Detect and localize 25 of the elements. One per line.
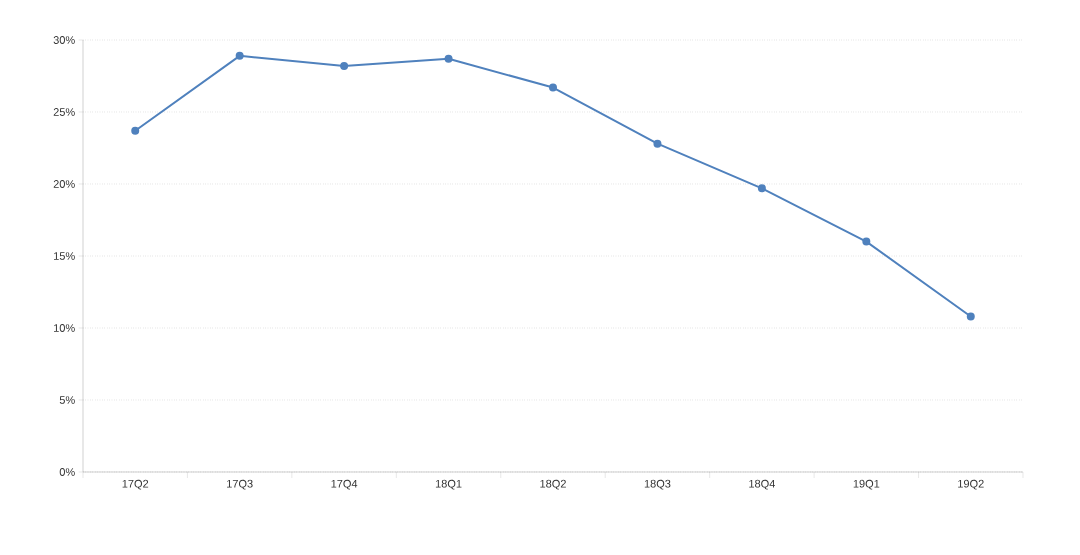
x-tick-label: 18Q1: [435, 479, 462, 490]
y-tick-label: 25%: [53, 108, 75, 116]
x-tick-label: 17Q3: [227, 479, 253, 490]
x-tick-label: 18Q4: [749, 479, 776, 490]
x-tick-label: 17Q4: [331, 479, 358, 490]
point: [549, 83, 557, 92]
x-tick-label: 18Q3: [644, 479, 671, 490]
point: [235, 51, 244, 60]
x-tick-label: 19Q2: [958, 479, 984, 490]
y-tick-label: 15%: [54, 252, 75, 260]
y-tick-label: 20%: [53, 180, 75, 188]
y-tick-label: 10%: [54, 324, 75, 332]
point: [757, 184, 766, 193]
x-tick-label: 19Q1: [853, 479, 880, 490]
point: [131, 126, 140, 135]
y-tick-label: 5%: [59, 396, 75, 404]
point: [966, 312, 975, 321]
point: [340, 61, 349, 70]
point: [444, 54, 453, 63]
x-tick-label: 18Q2: [540, 479, 566, 490]
point: [862, 237, 871, 246]
y-tick-label: 0%: [59, 468, 75, 476]
point: [653, 139, 662, 148]
x-tick-label: 17Q2: [122, 479, 149, 490]
y-tick-label: 30%: [53, 36, 75, 44]
